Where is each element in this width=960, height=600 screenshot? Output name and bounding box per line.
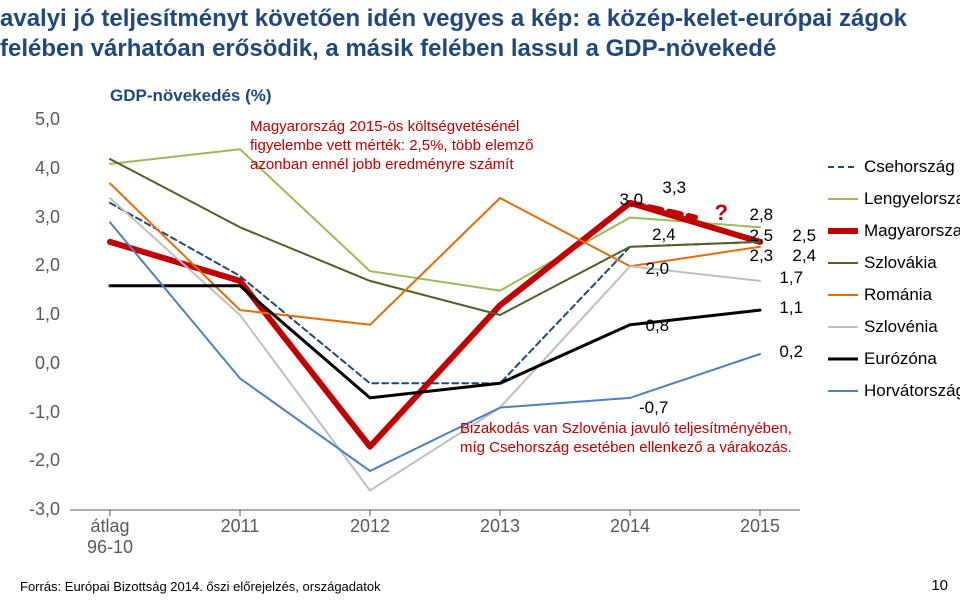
- legend-entry: Magyarorsza: [864, 221, 960, 241]
- data-point-label: 2,3: [750, 246, 774, 266]
- chart-note-top: Magyarország 2015-ös költségvetésénél fi…: [250, 118, 590, 174]
- y-tick-label: -3,0: [10, 499, 60, 520]
- data-point-label: 2,5: [792, 226, 816, 246]
- data-point-label: 1,1: [779, 298, 803, 318]
- y-tick-label: 4,0: [10, 158, 60, 179]
- legend-entry: Lengyelorsza: [864, 189, 960, 209]
- data-point-label: -0,7: [639, 398, 668, 418]
- x-tick-label: 2011: [200, 516, 280, 537]
- data-point-label: 3,0: [620, 190, 644, 210]
- source-text: Forrás: Európai Bizottság 2014. őszi elő…: [20, 579, 381, 594]
- data-point-label: 2,0: [646, 259, 670, 279]
- legend-entry: Szlovákia: [864, 253, 937, 273]
- legend-entry: Románia: [864, 285, 932, 305]
- x-tick-label: 2015: [720, 516, 800, 537]
- data-point-label: 2,5: [750, 226, 774, 246]
- y-tick-label: 0,0: [10, 353, 60, 374]
- data-point-label: 2,8: [750, 205, 774, 225]
- data-point-label: 2,4: [652, 225, 676, 245]
- y-tick-label: 1,0: [10, 304, 60, 325]
- legend-entry: Horvátország: [864, 381, 960, 401]
- legend-entry: Szlovénia: [864, 317, 938, 337]
- x-tick-label: átlag 96-10: [70, 516, 150, 558]
- y-tick-label: 5,0: [10, 109, 60, 130]
- data-point-label: 0,8: [646, 316, 670, 336]
- x-tick-label: 2013: [460, 516, 540, 537]
- y-tick-label: 2,0: [10, 255, 60, 276]
- svg-text:?: ?: [715, 200, 728, 225]
- page-number: 10: [931, 577, 948, 594]
- y-tick-label: 3,0: [10, 207, 60, 228]
- data-point-label: 1,7: [779, 268, 803, 288]
- data-point-label: 3,3: [662, 178, 686, 198]
- legend-entry: Eurózóna: [864, 349, 937, 369]
- y-tick-label: -1,0: [10, 402, 60, 423]
- x-tick-label: 2014: [590, 516, 670, 537]
- chart-note-bottom: Bizakodás van Szlovénia javuló teljesítm…: [460, 420, 820, 458]
- y-tick-label: -2,0: [10, 450, 60, 471]
- data-point-label: 2,4: [792, 246, 816, 266]
- x-tick-label: 2012: [330, 516, 410, 537]
- data-point-label: 0,2: [779, 342, 803, 362]
- legend-entry: Csehország: [864, 157, 955, 177]
- gdp-line-chart: ?: [0, 0, 960, 600]
